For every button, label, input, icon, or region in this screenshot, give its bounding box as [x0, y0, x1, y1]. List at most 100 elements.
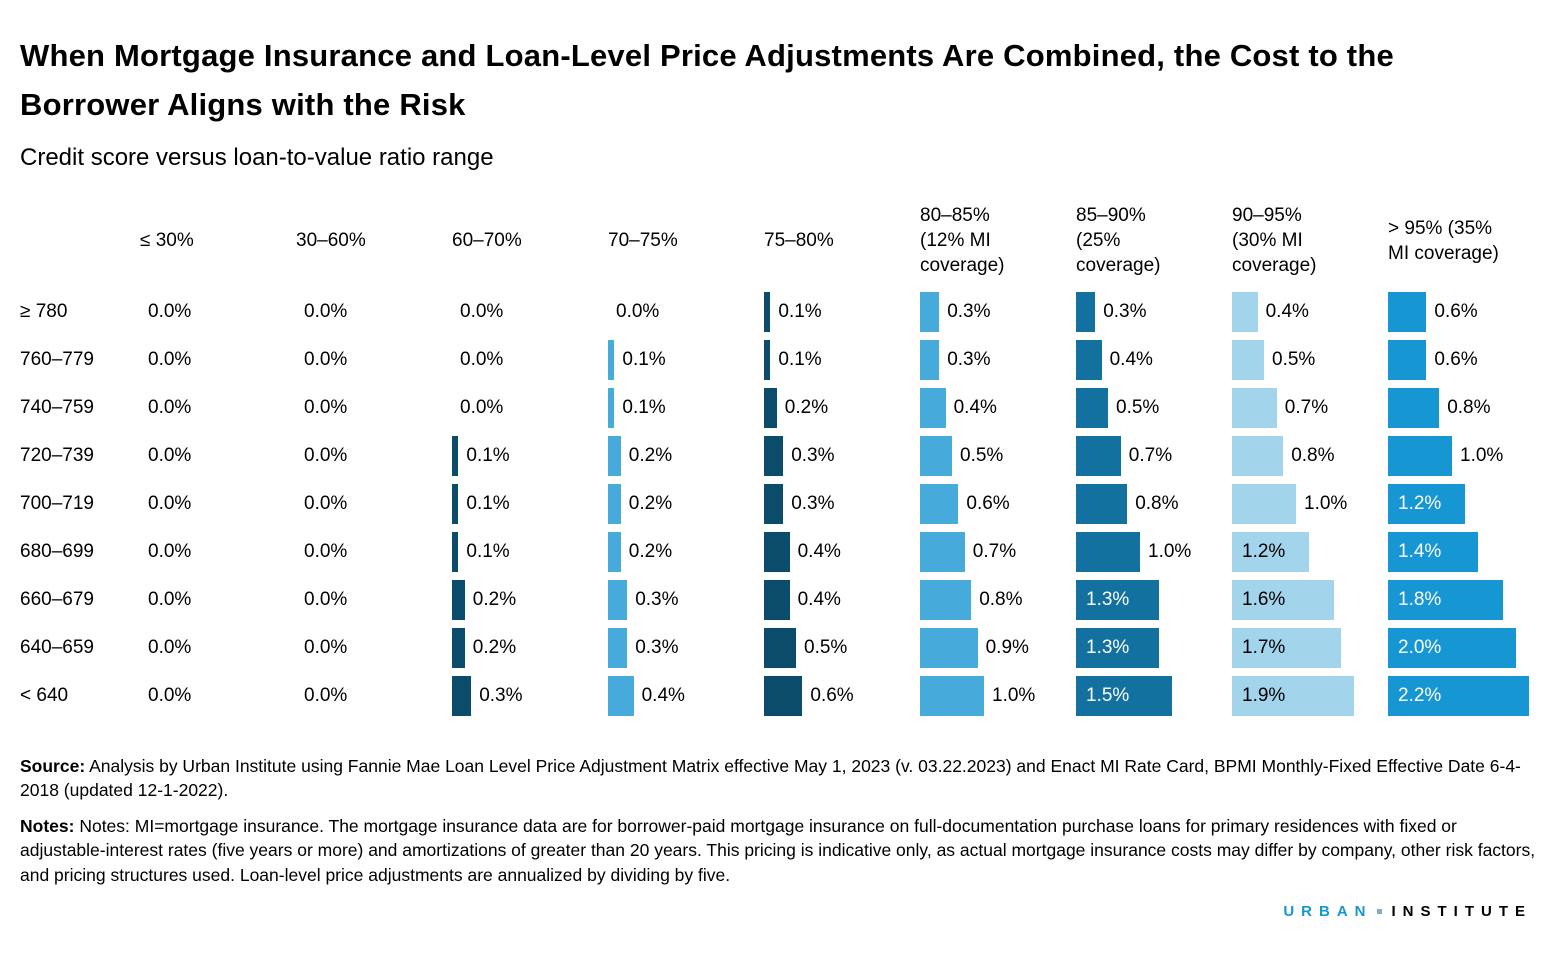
value-cell: 0.2%: [608, 528, 764, 576]
ltv-column-header: 60–70%: [452, 230, 522, 252]
value-cell: 0.0%: [296, 624, 452, 672]
value-bar: [920, 339, 940, 380]
value-bar: [1232, 531, 1309, 572]
value-label: 0.0%: [304, 492, 348, 514]
bar-matrix-chart: ≤ 30% 30–60% 60–70% 70–75% 75–80% 80–85% (12%…: [20, 194, 1540, 720]
value-cell: 1.2%: [1232, 528, 1388, 576]
value-label: 1.6%: [1242, 588, 1286, 610]
value-bar: [608, 627, 628, 668]
value-label: 0.5%: [960, 444, 1004, 466]
value-bar: [452, 627, 465, 668]
value-label: 1.2%: [1242, 540, 1286, 562]
value-bar: [1076, 531, 1140, 572]
credit-score-row-label: 640–659: [20, 636, 94, 658]
value-cell: 0.0%: [296, 336, 452, 384]
value-bar: [1388, 579, 1504, 620]
value-bar: [452, 579, 465, 620]
value-label: 0.3%: [1103, 300, 1147, 322]
value-label: 0.2%: [784, 396, 829, 418]
value-cell: 1.4%: [1388, 528, 1544, 576]
credit-score-row-label: < 640: [20, 684, 69, 706]
value-label: 1.2%: [1398, 492, 1442, 514]
value-label: 0.0%: [304, 540, 348, 562]
value-label: 0.1%: [622, 348, 666, 370]
value-cell: 0.4%: [920, 384, 1076, 432]
value-cell: 0.3%: [608, 576, 764, 624]
value-label: 0.2%: [628, 540, 673, 562]
value-label: 0.4%: [1109, 348, 1153, 370]
value-cell: 0.0%: [140, 528, 296, 576]
value-cell: 0.9%: [920, 624, 1076, 672]
value-cell: 0.1%: [608, 336, 764, 384]
value-label: 1.5%: [1086, 684, 1130, 706]
value-cell: 1.0%: [1388, 432, 1544, 480]
value-bar: [608, 435, 621, 476]
value-label: 0.8%: [1135, 492, 1179, 514]
value-label: 0.1%: [466, 540, 510, 562]
value-cell: 0.0%: [296, 288, 452, 336]
value-bar: [1232, 627, 1341, 668]
value-cell: 0.7%: [1076, 432, 1232, 480]
value-label: 0.0%: [304, 636, 348, 658]
value-bar: [1388, 291, 1427, 332]
value-cell: 0.1%: [764, 336, 920, 384]
value-label: 0.4%: [797, 540, 841, 562]
value-cell: 1.9%: [1232, 672, 1388, 720]
value-label: 2.0%: [1398, 636, 1442, 658]
value-bar: [920, 387, 946, 428]
value-bar: [764, 339, 771, 380]
value-label: 1.9%: [1242, 684, 1286, 706]
value-label: 0.3%: [479, 684, 523, 706]
value-cell: 1.0%: [1232, 480, 1388, 528]
value-label: 0.0%: [148, 348, 192, 370]
value-label: 0.6%: [1434, 348, 1478, 370]
value-bar: [1388, 675, 1529, 716]
value-bar: [1076, 435, 1121, 476]
value-label: 0.7%: [1284, 396, 1329, 418]
value-bar: [920, 579, 972, 620]
value-cell: 0.5%: [1232, 336, 1388, 384]
source-label: Source:: [20, 755, 86, 776]
value-cell: 0.3%: [1076, 288, 1232, 336]
credit-score-row-label: 660–679: [20, 588, 94, 610]
table-row: 760–779 0.0% 0.0% 0.0% 0.1% 0.1% 0.3% 0.4% 0.5% 0…: [20, 336, 1540, 384]
value-bar: [764, 483, 784, 524]
value-bar: [920, 483, 959, 524]
value-bar: [1232, 675, 1354, 716]
value-cell: 2.2%: [1388, 672, 1544, 720]
value-cell: 0.0%: [140, 576, 296, 624]
value-label: 0.0%: [304, 684, 348, 706]
value-bar: [1388, 435, 1452, 476]
ltv-column-header: ≤ 30%: [140, 230, 194, 252]
value-cell: 0.8%: [1076, 480, 1232, 528]
value-label: 0.0%: [304, 444, 348, 466]
source-text: Analysis by Urban Institute using Fannie…: [20, 755, 1521, 801]
value-bar: [1076, 339, 1102, 380]
value-label: 0.7%: [1128, 444, 1173, 466]
value-bar: [1076, 483, 1128, 524]
value-cell: 0.0%: [452, 384, 608, 432]
value-cell: 0.1%: [452, 528, 608, 576]
value-label: 0.2%: [472, 588, 517, 610]
footnotes: Source: Analysis by Urban Institute usin…: [20, 754, 1540, 887]
value-cell: 2.0%: [1388, 624, 1544, 672]
value-cell: 0.0%: [296, 384, 452, 432]
value-label: 0.0%: [304, 588, 348, 610]
value-label: 1.0%: [992, 684, 1036, 706]
value-bar: [608, 339, 615, 380]
column-header-row: ≤ 30% 30–60% 60–70% 70–75% 75–80% 80–85% (12%…: [20, 194, 1540, 288]
table-row: 660–679 0.0% 0.0% 0.2% 0.3% 0.4% 0.8% 1.3% 1.6% 1…: [20, 576, 1540, 624]
value-label: 0.6%: [810, 684, 854, 706]
value-cell: 0.8%: [1232, 432, 1388, 480]
value-label: 0.5%: [804, 636, 848, 658]
value-bar: [1076, 291, 1096, 332]
table-row: < 640 0.0% 0.0% 0.3% 0.4% 0.6% 1.0% 1.5% 1.9% 2.2…: [20, 672, 1540, 720]
value-label: 0.2%: [628, 492, 673, 514]
value-cell: 0.4%: [608, 672, 764, 720]
value-label: 0.3%: [791, 492, 835, 514]
credit-score-row-label: 760–779: [20, 348, 94, 370]
value-label: 0.0%: [148, 684, 192, 706]
chart-body: ≥ 780 0.0% 0.0% 0.0% 0.0% 0.1% 0.3% 0.3% 0.4% 0.6…: [20, 288, 1540, 720]
value-cell: 0.4%: [764, 576, 920, 624]
value-label: 0.3%: [947, 300, 991, 322]
